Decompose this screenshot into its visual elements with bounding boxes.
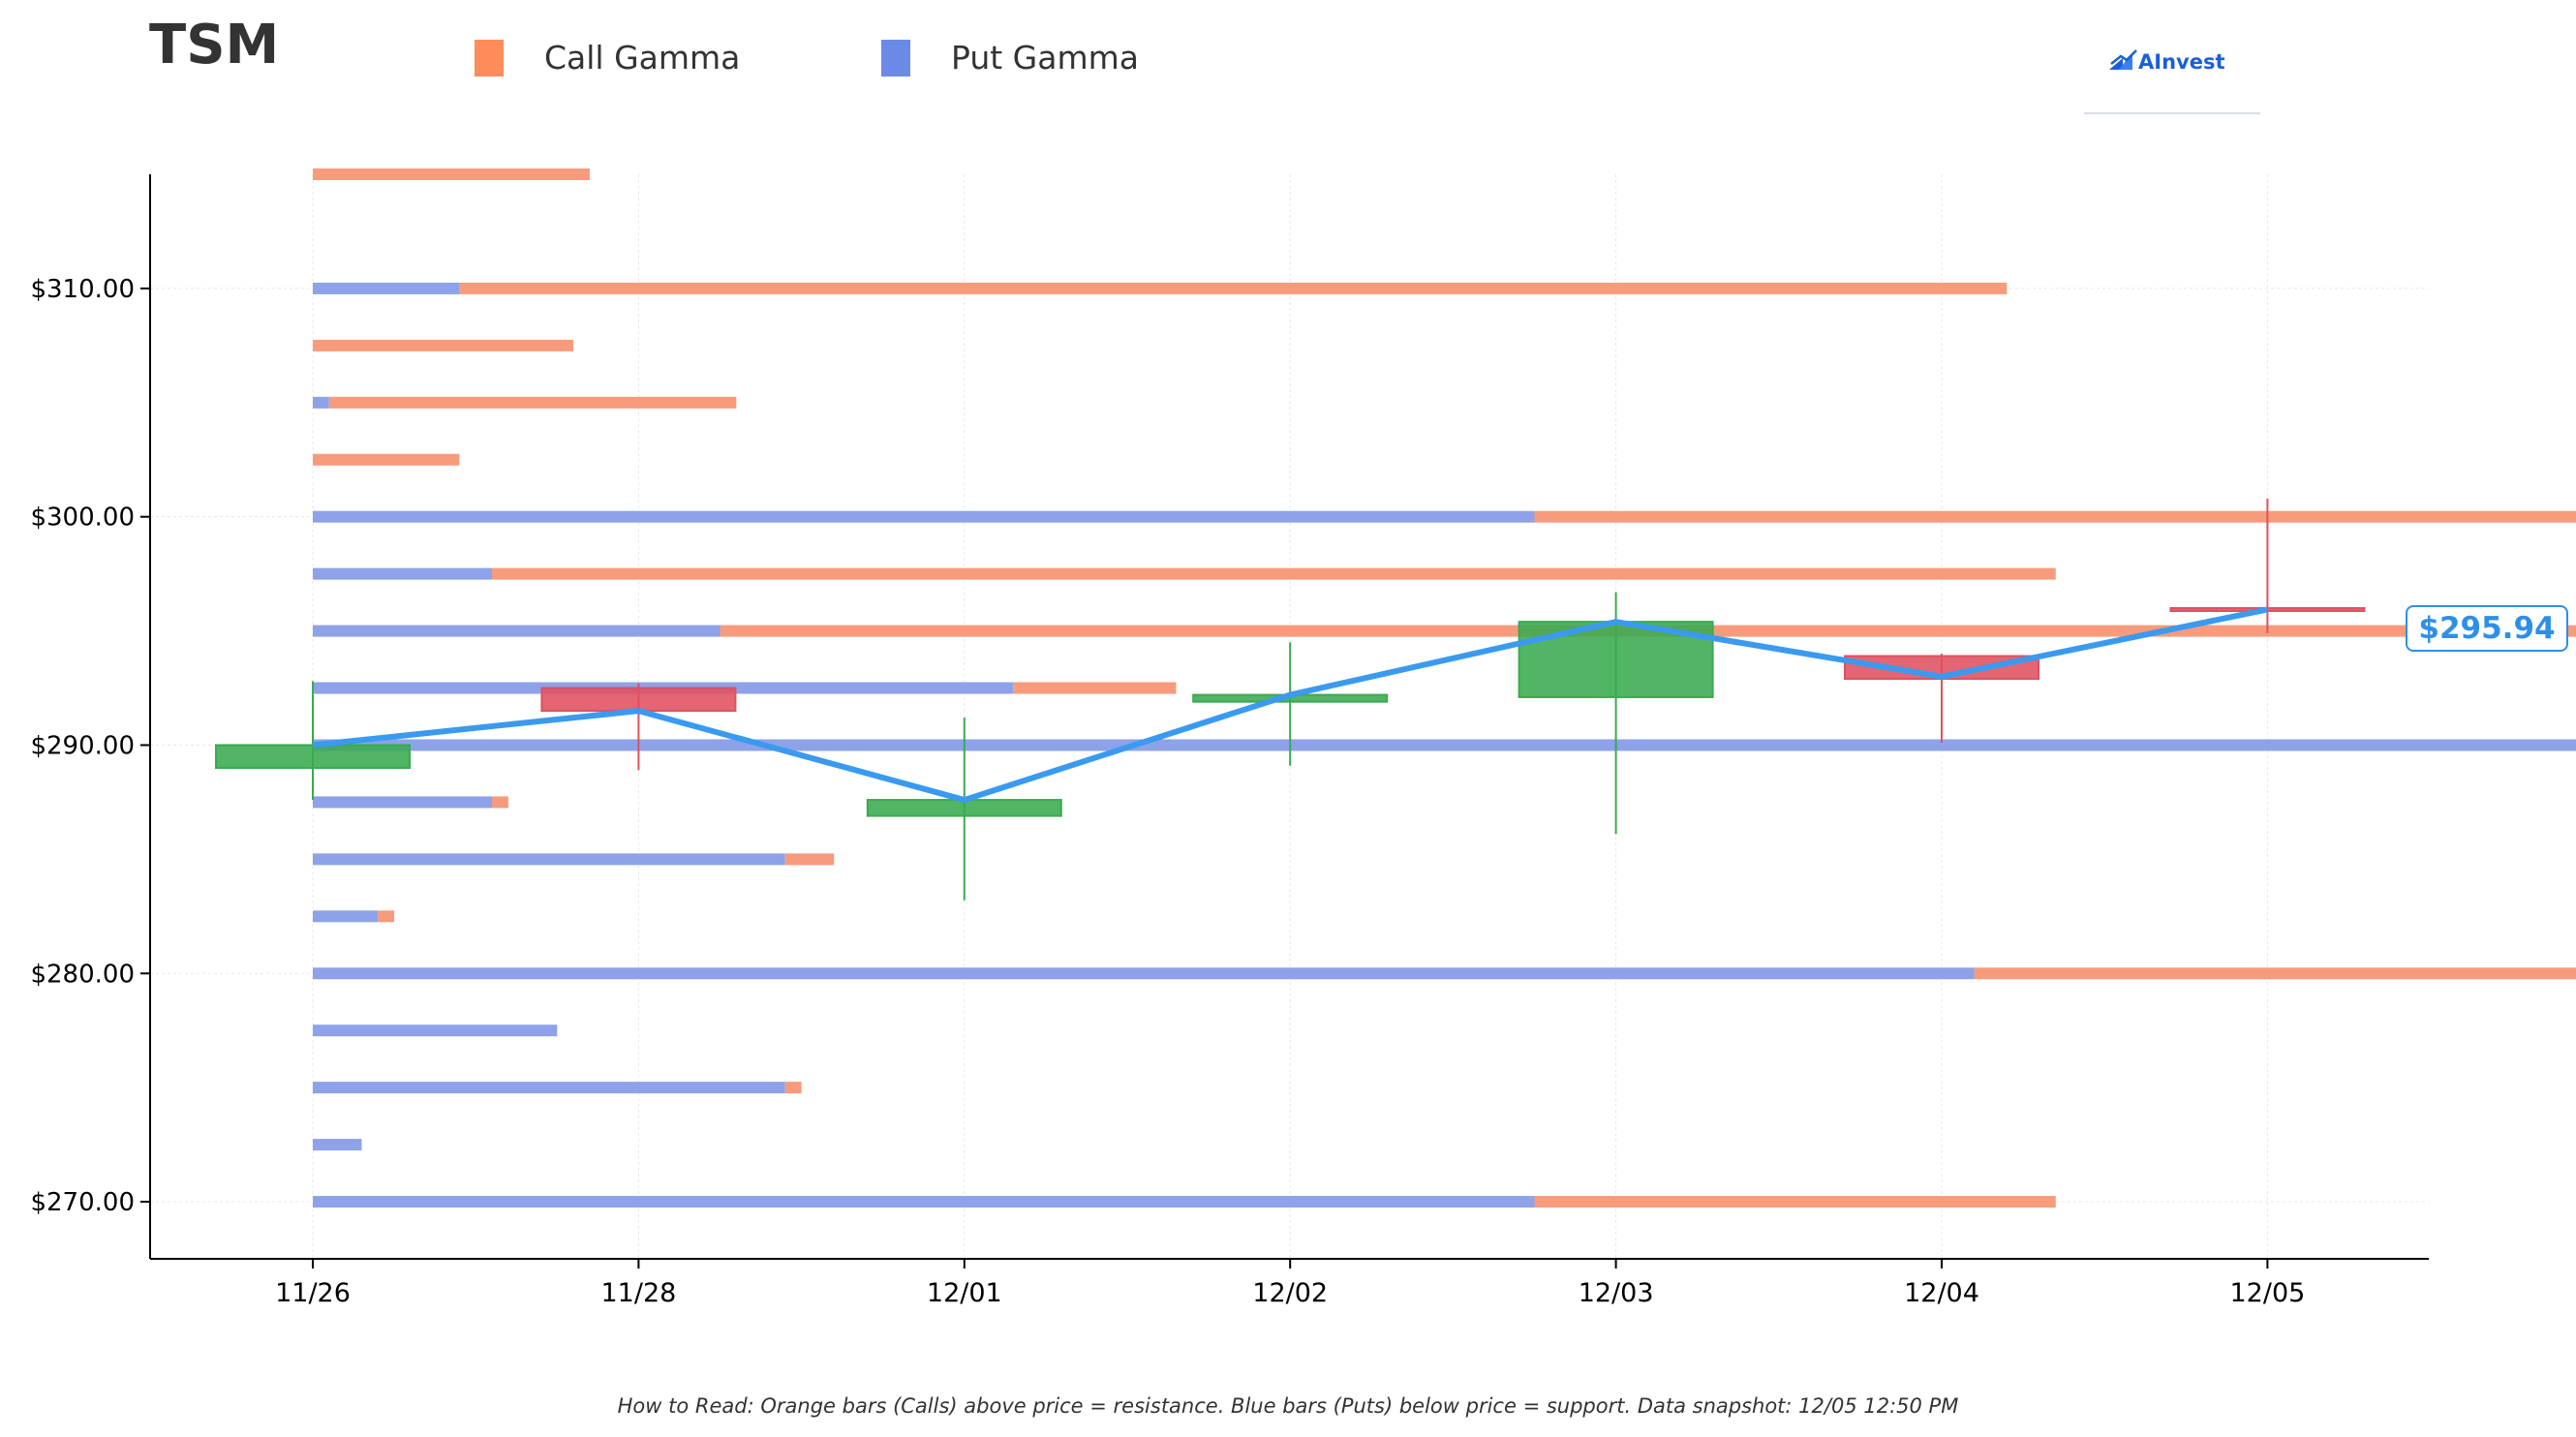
put-gamma-bar [313, 567, 493, 580]
candle-body [540, 687, 737, 713]
put-gamma-bar [313, 510, 1535, 523]
how-to-read-note: How to Read: Orange bars (Calls) above p… [617, 1394, 1959, 1418]
call-gamma-bar [328, 396, 737, 409]
put-gamma-bar [313, 1196, 1535, 1208]
legend-item-call-gamma: Call Gamma [475, 39, 740, 76]
x-tick-label: 12/04 [1904, 1278, 1979, 1308]
x-tick-label: 11/28 [600, 1278, 676, 1308]
put-gamma-bar [313, 739, 2576, 751]
call-gamma-label: Call Gamma [544, 39, 741, 76]
call-gamma-bar [313, 168, 590, 180]
call-gamma-swatch [475, 39, 504, 76]
x-tick-label: 12/05 [2229, 1278, 2305, 1308]
call-gamma-bar [784, 1082, 802, 1094]
x-tick-label: 11/26 [275, 1278, 351, 1308]
put-gamma-bar [313, 796, 493, 809]
x-tick-label: 12/01 [927, 1278, 1002, 1308]
x-tick-label: 12/03 [1579, 1278, 1654, 1308]
logo-text: AInvest [2138, 50, 2225, 74]
put-gamma-swatch [881, 39, 910, 76]
put-gamma-bar [313, 282, 460, 294]
put-gamma-bar [313, 910, 379, 923]
call-gamma-bar [492, 796, 508, 809]
y-tick-label: $310.00 [30, 275, 135, 304]
call-gamma-bar [1013, 682, 1177, 694]
call-gamma-bar [313, 453, 460, 466]
ainvest-logo: AInvest [2084, 41, 2260, 114]
put-gamma-bar [313, 853, 785, 866]
call-gamma-bar [378, 910, 395, 923]
call-gamma-bar [492, 567, 2056, 580]
call-gamma-bar [313, 339, 574, 352]
put-gamma-bar [313, 396, 329, 409]
y-tick-label: $290.00 [30, 731, 135, 760]
call-gamma-bar [784, 853, 835, 866]
y-tick-label: $270.00 [30, 1188, 135, 1217]
put-gamma-bar [313, 1139, 362, 1151]
current-price-badge: $295.94 [2406, 605, 2568, 652]
put-gamma-bar [313, 967, 1975, 980]
legend-item-put-gamma: Put Gamma [881, 39, 1139, 76]
put-gamma-bar [313, 1024, 558, 1037]
call-gamma-bar [1534, 1196, 2056, 1208]
price-line [312, 606, 2269, 804]
axes-layer: $270.00 $280.00 $290.00 $300.00 $310.00 11/26… [30, 174, 2429, 1308]
put-gamma-label: Put Gamma [951, 39, 1139, 76]
gamma-bars-layer [313, 168, 2576, 1208]
call-gamma-bar [459, 282, 2008, 294]
put-gamma-bar [313, 1082, 785, 1094]
call-gamma-bar [1534, 510, 2576, 523]
candles-layer [215, 498, 2366, 901]
put-gamma-bar [313, 625, 721, 637]
y-tick-label: $300.00 [30, 504, 135, 533]
y-tick-label: $280.00 [30, 960, 135, 989]
price-line-layer [312, 606, 2269, 804]
call-gamma-bar [1974, 967, 2576, 980]
x-tick-label: 12/02 [1252, 1278, 1328, 1308]
ticker-symbol: TSM [149, 14, 280, 76]
candle-body [215, 744, 411, 770]
chart-logo-icon [2109, 49, 2137, 70]
